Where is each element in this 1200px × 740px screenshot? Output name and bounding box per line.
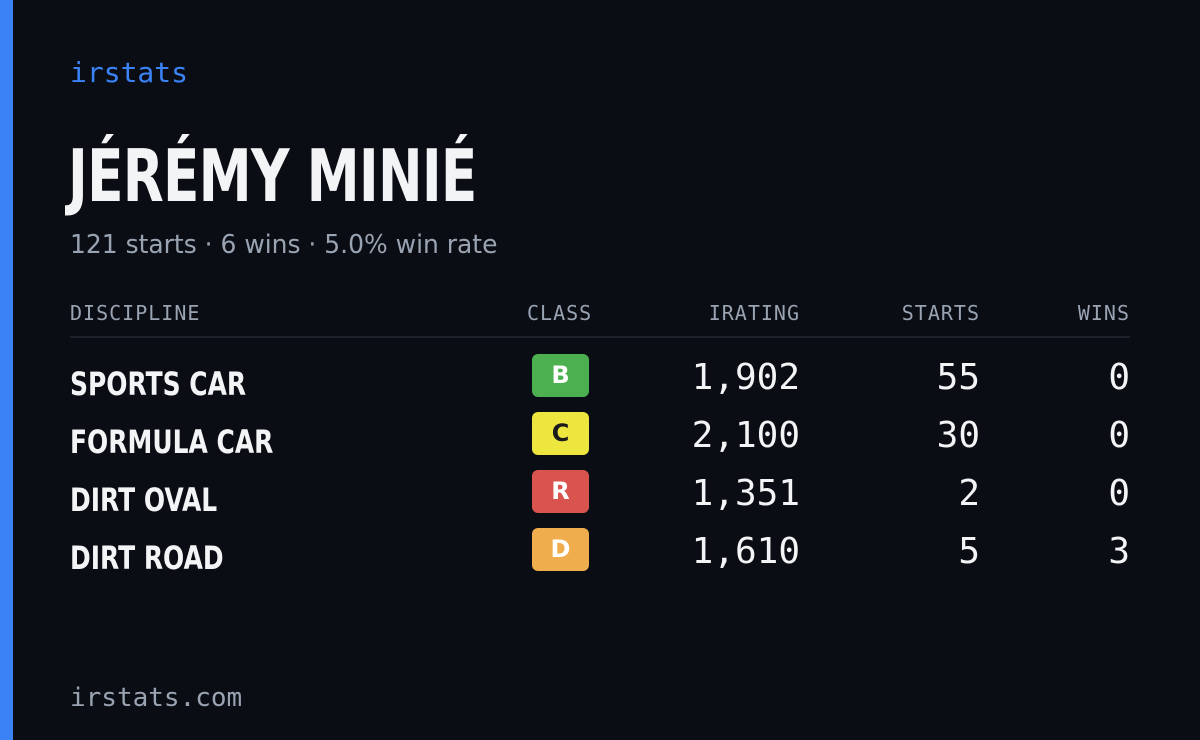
wins-value: 0 bbox=[1108, 473, 1130, 514]
class-badge: B bbox=[532, 354, 589, 397]
table-row: FORMULA CAR C 2,100 30 0 bbox=[0, 412, 1200, 470]
starts-value: 30 bbox=[936, 415, 980, 456]
accent-bar bbox=[0, 0, 13, 740]
class-badge: D bbox=[532, 528, 589, 571]
class-badge: R bbox=[532, 470, 589, 513]
header-class: CLASS bbox=[527, 301, 593, 325]
header-discipline: DISCIPLINE bbox=[70, 301, 201, 325]
discipline-name: DIRT ROAD bbox=[70, 539, 224, 577]
table-row: DIRT ROAD D 1,610 5 3 bbox=[0, 528, 1200, 586]
table-row: DIRT OVAL R 1,351 2 0 bbox=[0, 470, 1200, 528]
driver-summary: 121 starts · 6 wins · 5.0% win rate bbox=[70, 230, 498, 260]
starts-value: 55 bbox=[936, 357, 980, 398]
header-wins: WINS bbox=[1077, 301, 1130, 325]
discipline-name: DIRT OVAL bbox=[70, 481, 218, 519]
discipline-name: FORMULA CAR bbox=[70, 423, 274, 461]
brand-logo: irstats bbox=[70, 56, 189, 89]
irating-value: 2,100 bbox=[691, 415, 800, 456]
header-irating: IRATING bbox=[708, 301, 800, 325]
starts-value: 5 bbox=[958, 531, 980, 572]
irating-value: 1,610 bbox=[691, 531, 800, 572]
class-badge: C bbox=[532, 412, 589, 455]
driver-name: JÉRÉMY MINIÉ bbox=[68, 134, 477, 218]
irating-value: 1,902 bbox=[691, 357, 800, 398]
wins-value: 0 bbox=[1108, 357, 1130, 398]
footer-url: irstats.com bbox=[70, 683, 243, 713]
discipline-name: SPORTS CAR bbox=[70, 365, 247, 403]
header-starts: STARTS bbox=[901, 301, 980, 325]
irating-value: 1,351 bbox=[691, 473, 800, 514]
wins-value: 0 bbox=[1108, 415, 1130, 456]
wins-value: 3 bbox=[1108, 531, 1130, 572]
header-divider bbox=[70, 336, 1130, 338]
table-row: SPORTS CAR B 1,902 55 0 bbox=[0, 354, 1200, 412]
starts-value: 2 bbox=[958, 473, 980, 514]
